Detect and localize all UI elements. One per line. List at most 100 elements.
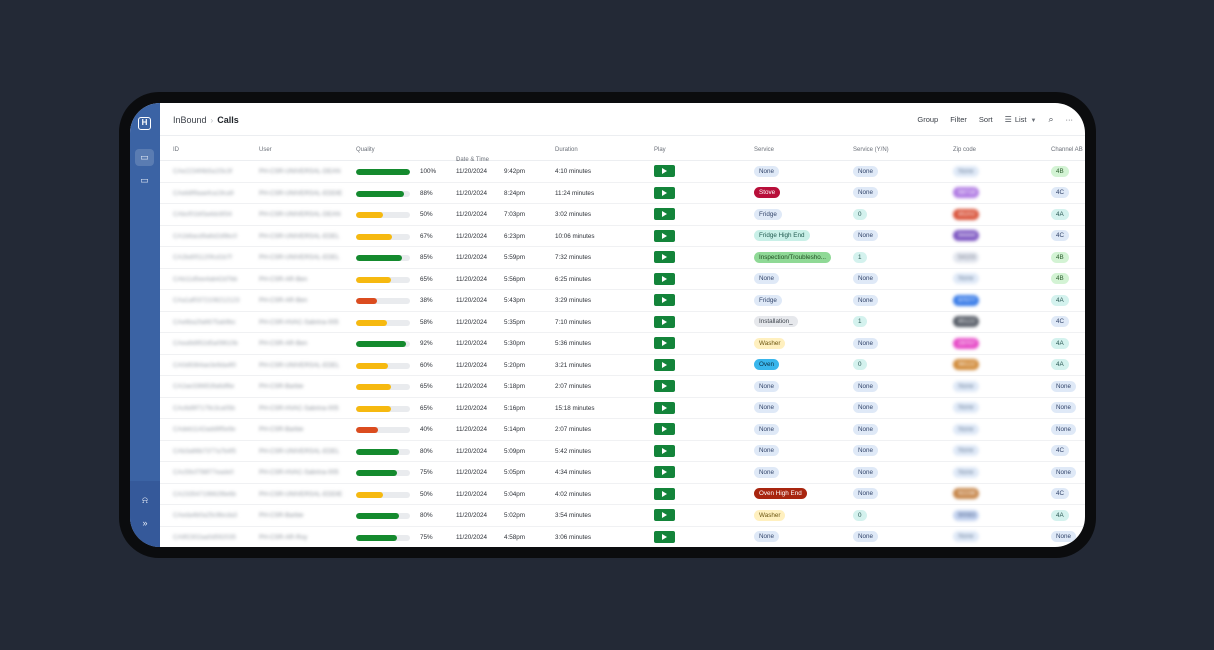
- search-icon[interactable]: ⌕: [1048, 114, 1054, 124]
- play-icon[interactable]: [654, 423, 675, 435]
- call-id[interactable]: CAdeb1142add9f5e9e: [173, 426, 236, 433]
- user-name: PH-CSR-UNIVERSAL-EDEL: [259, 447, 340, 455]
- call-id[interactable]: CA2bd0f1120fcd1b7f: [173, 254, 232, 261]
- call-id[interactable]: CAeda4b0a25c9bcda3: [173, 512, 238, 519]
- zip-code-tag: None: [953, 531, 979, 542]
- play-icon[interactable]: [654, 466, 675, 478]
- play-icon[interactable]: [654, 165, 675, 177]
- view-select[interactable]: ☰ List ▼: [1005, 115, 1037, 124]
- call-time: 5:02pm: [504, 512, 526, 519]
- table-row[interactable]: CAe6ba2fa6675ab9bc PH-CSR-HVAC-Sabrina-00…: [160, 312, 1085, 333]
- play-icon[interactable]: [654, 401, 675, 414]
- table-row[interactable]: CAb11d5ee4ab42d7bb PH-CSR-AR-Ben 65% 11/20/…: [160, 269, 1085, 290]
- group-button[interactable]: Group: [917, 115, 939, 124]
- call-id[interactable]: CAc59cf798f77eade0: [173, 469, 234, 476]
- play-icon[interactable]: [654, 272, 675, 285]
- table-row[interactable]: CAeb8f9aaefca19ca9 PH-CSR-UNIVERSAL-EDDIE…: [160, 183, 1085, 204]
- call-id[interactable]: CAeb8f9aaefca19ca9: [173, 189, 234, 197]
- column-header-service[interactable]: Service: [754, 147, 775, 153]
- call-date: 11/20/2024: [456, 447, 488, 455]
- filter-button[interactable]: Filter: [950, 115, 967, 124]
- play-icon[interactable]: [654, 229, 675, 242]
- expand-sidebar-icon[interactable]: »: [142, 518, 148, 528]
- column-header-user[interactable]: User: [259, 147, 272, 153]
- calls-folder-icon[interactable]: ▭: [135, 149, 154, 166]
- table-header: ID User Quality Date & Time ↓ Duration P…: [160, 137, 1085, 163]
- table-row[interactable]: CAe2234f4b5a1f3c3f PH-CSR-UNIVERSAL-DEAN 1…: [160, 161, 1085, 183]
- table-row[interactable]: CAea9d952d5a09610b PH-CSR-AR-Ben 92% 11/20/…: [160, 333, 1085, 355]
- sort-button[interactable]: Sort: [978, 115, 993, 124]
- play-icon[interactable]: [654, 487, 675, 500]
- quality-bar: [356, 190, 410, 197]
- call-id[interactable]: CAbcf01bf3a4dc6f34: [173, 211, 232, 218]
- table-row[interactable]: CA9f2302aa0d592035 PH-CSR-AR-Roy 75% 11/20/…: [160, 527, 1085, 548]
- call-id[interactable]: CAb3a66b7377a7b4f5: [173, 447, 237, 455]
- table-row[interactable]: CAdeb1142add9f5e9e PH-CSR-Barbie 40% 11/20/…: [160, 419, 1085, 441]
- call-id[interactable]: CA0d9364ae3e9da4f0: [173, 361, 237, 369]
- service-yn-tag: 0: [853, 359, 867, 370]
- call-date: 11/20/2024: [456, 512, 488, 519]
- call-id[interactable]: CA9f2302aa0d592035: [173, 533, 237, 541]
- table-row[interactable]: CAbcf01bf3a4dc6f34 PH-CSR-UNIVERSAL-DEAN 5…: [160, 204, 1085, 226]
- play-icon[interactable]: [654, 186, 675, 199]
- play-icon[interactable]: [654, 509, 675, 521]
- breadcrumb-root[interactable]: InBound: [173, 115, 207, 125]
- channel-tag: 4C: [1051, 488, 1070, 499]
- column-header-play[interactable]: Play: [654, 147, 666, 153]
- play-icon[interactable]: [654, 358, 675, 371]
- table-row[interactable]: CAc59cf798f77eade0 PH-CSR-HVAC-Sabrina-00…: [160, 462, 1085, 484]
- table-row[interactable]: CAa1af0372108212123 PH-CSR-AR-Ben 38% 11/20…: [160, 290, 1085, 312]
- quality-bar: [356, 491, 410, 498]
- play-icon[interactable]: [654, 380, 675, 392]
- table-row[interactable]: CA1b6acd9a6d2d9bc0 PH-CSR-UNIVERSAL-EDEL 6…: [160, 226, 1085, 247]
- call-id[interactable]: CAe6ba2fa6675ab9bc: [173, 318, 236, 326]
- call-id[interactable]: CAe2234f4b5a1f3c3f: [173, 168, 233, 175]
- call-time: 5:05pm: [504, 469, 526, 476]
- table-row[interactable]: CA23354719662f8e6b PH-CSR-UNIVERSAL-EDDIE…: [160, 484, 1085, 505]
- bell-icon[interactable]: ⍾: [142, 495, 148, 505]
- table-row[interactable]: CA0d9364ae3e9da4f0 PH-CSR-UNIVERSAL-EDEL 6…: [160, 355, 1085, 376]
- column-header-zip-code[interactable]: Zip code: [953, 147, 977, 153]
- folder-icon[interactable]: ▭: [140, 175, 149, 185]
- table-row[interactable]: CA2ae336653fa6df6e PH-CSR-Barbie 65% 11/20/…: [160, 376, 1085, 398]
- quality-percent: 75%: [420, 469, 433, 476]
- table-row[interactable]: CAeda4b0a25c9bcda3 PH-CSR-Barbie 80% 11/20/…: [160, 505, 1085, 527]
- quality-bar: [356, 233, 410, 240]
- play-icon[interactable]: [654, 208, 675, 220]
- call-id[interactable]: CAb11d5ee4ab42d7bb: [173, 275, 238, 283]
- table-row[interactable]: CA2bd0f1120fcd1b7f PH-CSR-UNIVERSAL-EDEL 8…: [160, 247, 1085, 269]
- call-id[interactable]: CA1b6acd9a6d2d9bc0: [173, 232, 238, 240]
- column-header-channel-ab[interactable]: Channel AB: [1051, 147, 1083, 153]
- call-id[interactable]: CAc6d9f7179c3ca05b: [173, 404, 235, 412]
- quality-percent: 67%: [420, 232, 433, 240]
- play-icon[interactable]: [654, 337, 675, 349]
- more-options-icon[interactable]: ···: [1065, 115, 1074, 124]
- quality-bar: [356, 255, 410, 261]
- call-duration: 15:18 minutes: [555, 404, 595, 412]
- play-icon[interactable]: [654, 530, 675, 543]
- app-logo-icon[interactable]: H: [138, 117, 151, 130]
- call-id[interactable]: CA23354719662f8e6b: [173, 490, 237, 498]
- play-icon[interactable]: [654, 294, 675, 306]
- call-id[interactable]: CA2ae336653fa6df6e: [173, 383, 235, 390]
- view-select-label: List: [1014, 115, 1027, 124]
- service-tag: None: [754, 445, 780, 456]
- call-id[interactable]: CAea9d952d5a09610b: [173, 340, 238, 347]
- play-icon[interactable]: [654, 315, 675, 328]
- column-header-quality[interactable]: Quality: [356, 147, 375, 153]
- table-row[interactable]: CAb3a66b7377a7b4f5 PH-CSR-UNIVERSAL-EDEL 8…: [160, 441, 1085, 462]
- column-header-duration[interactable]: Duration: [555, 147, 578, 153]
- sidebar: H ▭ ▭ ⍾ »: [130, 103, 160, 547]
- play-icon[interactable]: [654, 251, 675, 263]
- channel-tag: None: [1051, 423, 1077, 435]
- call-id[interactable]: CAa1af0372108212123: [173, 297, 240, 304]
- column-header-service-yn[interactable]: Service (Y/N): [853, 147, 889, 153]
- table-row[interactable]: CAc6d9f7179c3ca05b PH-CSR-HVAC-Sabrina-00…: [160, 398, 1085, 419]
- play-icon[interactable]: [654, 444, 675, 457]
- sidebar-footer: ⍾ »: [130, 481, 160, 547]
- call-duration: 3:02 minutes: [555, 211, 592, 218]
- user-name: PH-CSR-HVAC-Sabrina-005: [259, 469, 339, 476]
- column-header-id[interactable]: ID: [173, 147, 179, 153]
- user-name: PH-CSR-AR-Roy: [259, 533, 308, 541]
- quality-bar-fill: [356, 448, 400, 455]
